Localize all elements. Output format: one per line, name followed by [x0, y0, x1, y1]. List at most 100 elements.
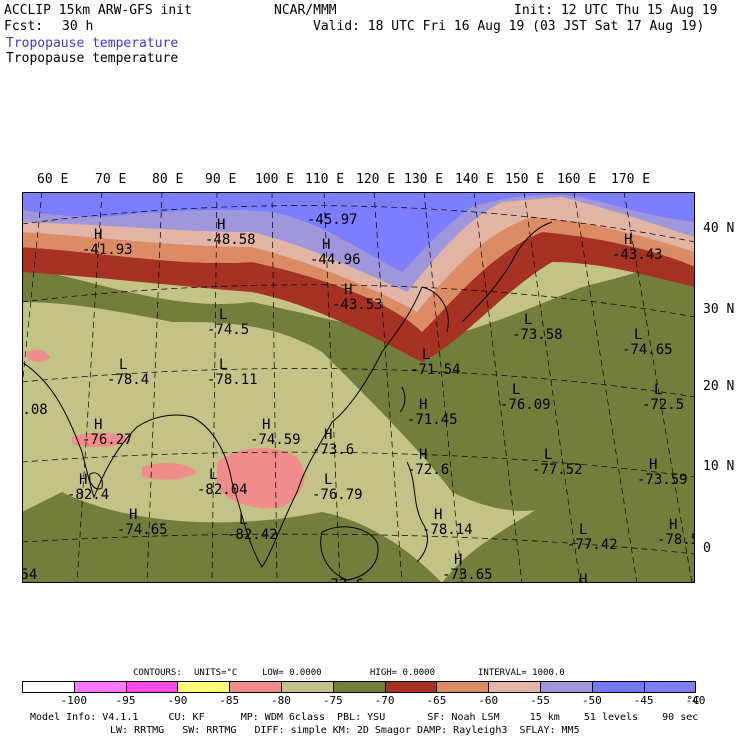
center-value: -78.4 — [107, 372, 149, 388]
model-info-line1: Model Info: V4.1.1 CU: KF MP: WDM 6class… — [30, 712, 699, 723]
colorbar-unit: °C — [686, 694, 700, 707]
contours-label: CONTOURS: — [133, 668, 182, 678]
center-value: -73.59 — [637, 472, 688, 488]
colorbar-tick: -55 — [530, 694, 550, 707]
colorbar-segment — [125, 681, 179, 693]
dark-olive-southwest — [22, 492, 442, 583]
colorbar-tick: -45 — [633, 694, 654, 707]
high-marker: H — [344, 282, 352, 298]
high-marker: H — [129, 507, 137, 523]
low-marker: L — [219, 307, 227, 323]
low-marker: L — [119, 357, 127, 373]
center-value: -78.5 — [657, 532, 695, 548]
colorbar-tick: -60 — [478, 694, 499, 707]
colorbar-segment — [332, 681, 386, 693]
colorbar-segment — [540, 681, 593, 693]
colorbar-segment — [73, 681, 127, 693]
high-marker: H — [649, 457, 657, 473]
center-value: -73.6 — [312, 442, 354, 458]
high-marker: H — [94, 417, 102, 433]
colorbar-tick: -80 — [271, 694, 291, 707]
center-value: -78.14 — [422, 522, 473, 538]
colorbar-tick: -100 — [60, 694, 88, 707]
org-label: NCAR/MMM — [274, 3, 337, 18]
latitude-label: 30 N — [703, 302, 735, 317]
center-value: -73.65 — [442, 567, 493, 583]
dark-olive-north — [22, 252, 695, 511]
model-info-line2: LW: RRTMG SW: RRTMG DIFF: simple KM: 2D … — [110, 725, 580, 736]
longitude-label: 60 E — [37, 172, 69, 187]
center-value: -77.52 — [532, 462, 583, 478]
center-value: -73.58 — [512, 327, 563, 343]
center-value: -71.54 — [410, 362, 461, 378]
graticule — [22, 192, 695, 583]
longitude-label: 80 E — [152, 172, 184, 187]
high-marker: H — [217, 217, 225, 233]
high-marker: H — [579, 572, 587, 583]
low-marker: L — [524, 312, 532, 328]
low-marker: L — [654, 382, 662, 398]
colorbar-tick: -40 — [685, 694, 706, 707]
colorbar-segment — [643, 681, 697, 693]
model-title: ACCLIP 15km ARW-GFS init — [4, 3, 192, 18]
contours-high: HIGH= 0.0000 — [370, 668, 436, 678]
low-marker: L — [324, 472, 332, 488]
high-marker: H — [454, 552, 462, 568]
colorbar-segment — [384, 681, 438, 693]
center-value: -72.6 — [322, 577, 364, 583]
high-marker: H — [419, 397, 427, 413]
center-value: -76.79 — [312, 487, 363, 503]
center-value: -48.58 — [205, 232, 256, 248]
field-title-contour: Tropopause temperature — [6, 51, 179, 66]
tropopause-map: H-41.93H-48.58-45.97H-44.96H-43.53H-43.4… — [22, 192, 695, 583]
salmon-band — [22, 217, 695, 332]
contours-low: LOW= 0.0000 — [262, 668, 322, 678]
latitude-label: 0 — [703, 541, 711, 556]
low-marker: L — [239, 512, 247, 528]
longitude-label: 130 E — [404, 172, 444, 187]
low-marker: L — [219, 357, 227, 373]
blue-region — [22, 192, 695, 272]
colorbar-segment — [488, 681, 541, 693]
colorbar-tick: -85 — [219, 694, 240, 707]
colorbar-tick: -75 — [322, 694, 343, 707]
center-value: -74.59 — [250, 432, 301, 448]
coastline-taiwan — [399, 386, 406, 413]
longitude-label: 160 E — [557, 172, 597, 187]
center-value: -72.5 — [642, 397, 684, 413]
center-value: -43.53 — [332, 297, 383, 313]
latitude-label: 10 N — [703, 459, 735, 474]
center-value: -44.96 — [310, 252, 361, 268]
coastline-sri-lanka — [89, 472, 103, 490]
center-value: 4.08 — [22, 402, 48, 418]
colorbar-segment — [229, 681, 282, 693]
pink-patch-indochina — [217, 447, 305, 509]
high-marker: H — [94, 227, 102, 243]
low-marker: L — [544, 447, 552, 463]
pink-patch-bay — [142, 462, 197, 480]
coastline-korea-japan — [421, 221, 553, 333]
colorbar-tick: -50 — [581, 694, 602, 707]
colorbar-tick: -90 — [167, 694, 188, 707]
colorbar-segment — [177, 681, 231, 693]
center-value: -45.97 — [307, 212, 358, 228]
low-marker: L — [209, 467, 217, 483]
center-value: -76.27 — [82, 432, 133, 448]
longitude-label: 100 E — [255, 172, 295, 187]
colorbar-tick: -70 — [374, 694, 395, 707]
field-title-shaded: Tropopause temperature — [6, 36, 179, 51]
valid-time: Valid: 18 UTC Fri 16 Aug 19 (03 JST Sat … — [313, 19, 705, 34]
longitude-label: 150 E — [505, 172, 545, 187]
high-marker: H — [324, 427, 332, 443]
init-time: Init: 12 UTC Thu 15 Aug 19 — [514, 3, 718, 18]
center-value: -74.5 — [207, 322, 249, 338]
center-value: -41.93 — [82, 242, 133, 258]
center-value: .54 — [22, 567, 37, 583]
center-value: -74.65 — [622, 342, 673, 358]
pink-patch-west — [27, 349, 50, 362]
high-marker: H — [434, 507, 442, 523]
forecast-label: Fcst: — [4, 19, 44, 34]
latitude-label: 40 N — [703, 221, 735, 236]
longitude-label: 70 E — [95, 172, 127, 187]
high-marker: H — [419, 447, 427, 463]
